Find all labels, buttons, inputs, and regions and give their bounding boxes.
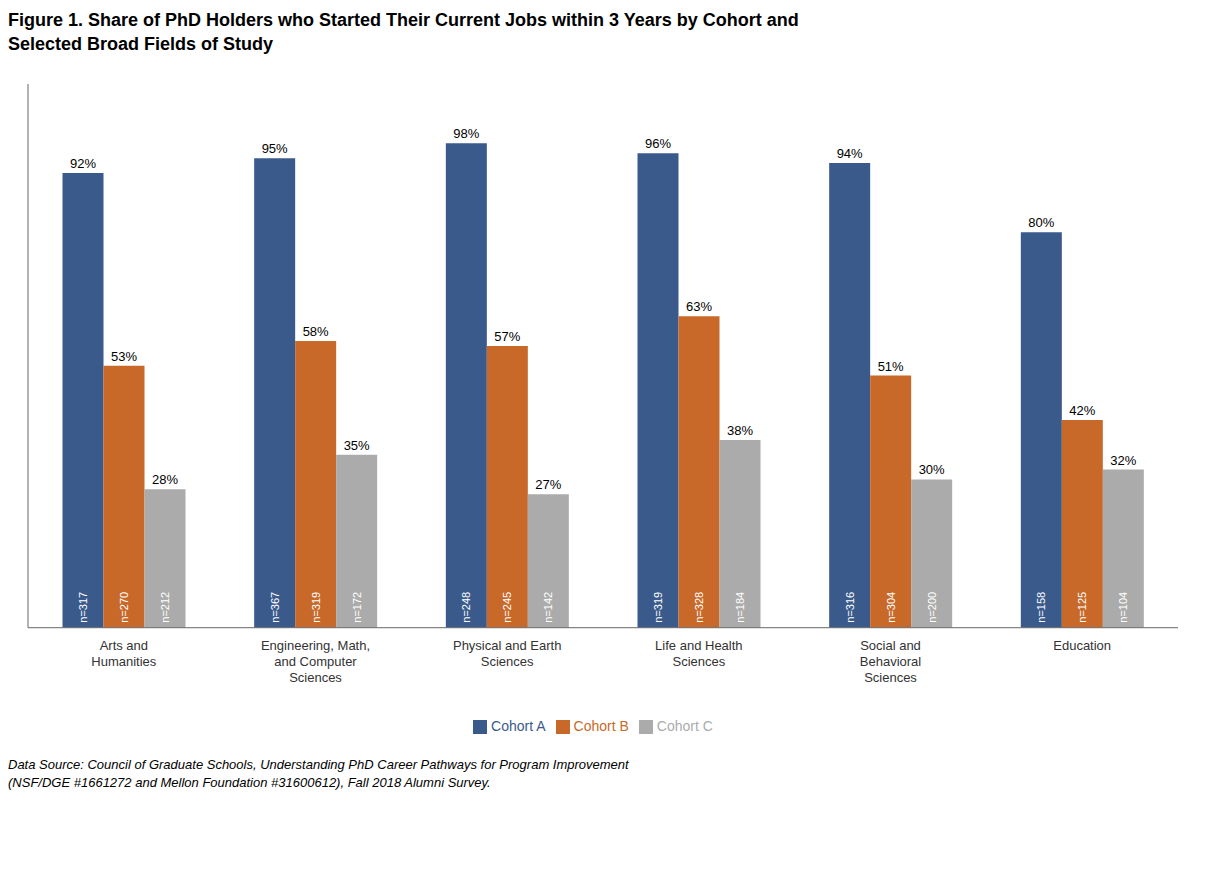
- svg-text:n=328: n=328: [693, 592, 705, 623]
- svg-text:32%: 32%: [1110, 453, 1136, 468]
- svg-text:Physical and EarthSciences: Physical and EarthSciences: [453, 638, 561, 669]
- svg-text:98%: 98%: [453, 126, 479, 141]
- svg-text:28%: 28%: [152, 472, 178, 487]
- html-text:Cohort A: Cohort A: [491, 717, 546, 734]
- html-text:Selected Broad Fields of Study: Selected Broad Fields of Study: [8, 34, 274, 54]
- svg-text:n=104: n=104: [1117, 592, 1129, 623]
- html-text:Cohort C: Cohort C: [656, 717, 713, 734]
- svg-text:96%: 96%: [645, 136, 671, 151]
- svg-text:n=319: n=319: [310, 592, 322, 623]
- svg-text:92%: 92%: [70, 156, 96, 171]
- svg-text:n=248: n=248: [460, 592, 472, 623]
- svg-text:95%: 95%: [262, 141, 288, 156]
- svg-text:n=319: n=319: [652, 592, 664, 623]
- html-text:Figure 1. Share of PhD Holders: Figure 1. Share of PhD Holders who Start…: [8, 10, 799, 30]
- html-text:Cohort B: Cohort B: [573, 717, 629, 734]
- svg-text:Arts andHumanities: Arts andHumanities: [91, 638, 157, 669]
- svg-text:n=184: n=184: [734, 592, 746, 623]
- svg-text:n=304: n=304: [885, 592, 897, 623]
- svg-text:n=270: n=270: [118, 592, 130, 623]
- svg-text:Education: Education: [1053, 638, 1111, 653]
- svg-text:n=200: n=200: [926, 592, 938, 623]
- svg-text:Engineering, Math,and Computer: Engineering, Math,and ComputerSciences: [261, 638, 370, 685]
- html-text:(NSF/DGE #1661272 and Mellon F: (NSF/DGE #1661272 and Mellon Foundation …: [8, 775, 491, 790]
- svg-text:80%: 80%: [1028, 215, 1054, 230]
- svg-text:35%: 35%: [344, 438, 370, 453]
- svg-text:58%: 58%: [303, 324, 329, 339]
- svg-text:38%: 38%: [727, 423, 753, 438]
- svg-text:53%: 53%: [111, 349, 137, 364]
- svg-text:n=245: n=245: [501, 592, 513, 623]
- svg-text:Social andBehavioralSciences: Social andBehavioralSciences: [860, 638, 922, 685]
- svg-text:30%: 30%: [919, 462, 945, 477]
- svg-text:n=367: n=367: [269, 592, 281, 623]
- html-text:Data Source: Council of Gradua: Data Source: Council of Graduate Schools…: [8, 757, 629, 772]
- svg-text:n=125: n=125: [1076, 592, 1088, 623]
- svg-text:n=316: n=316: [844, 592, 856, 623]
- svg-text:57%: 57%: [494, 329, 520, 344]
- svg-text:n=158: n=158: [1035, 592, 1047, 623]
- svg-text:n=142: n=142: [542, 592, 554, 623]
- svg-text:51%: 51%: [878, 359, 904, 374]
- svg-text:27%: 27%: [535, 477, 561, 492]
- svg-text:Life and HealthSciences: Life and HealthSciences: [655, 638, 742, 669]
- svg-text:n=317: n=317: [77, 592, 89, 623]
- svg-text:94%: 94%: [837, 146, 863, 161]
- svg-text:n=172: n=172: [351, 592, 363, 623]
- svg-text:63%: 63%: [686, 299, 712, 314]
- svg-text:n=212: n=212: [159, 592, 171, 623]
- svg-text:42%: 42%: [1069, 403, 1095, 418]
